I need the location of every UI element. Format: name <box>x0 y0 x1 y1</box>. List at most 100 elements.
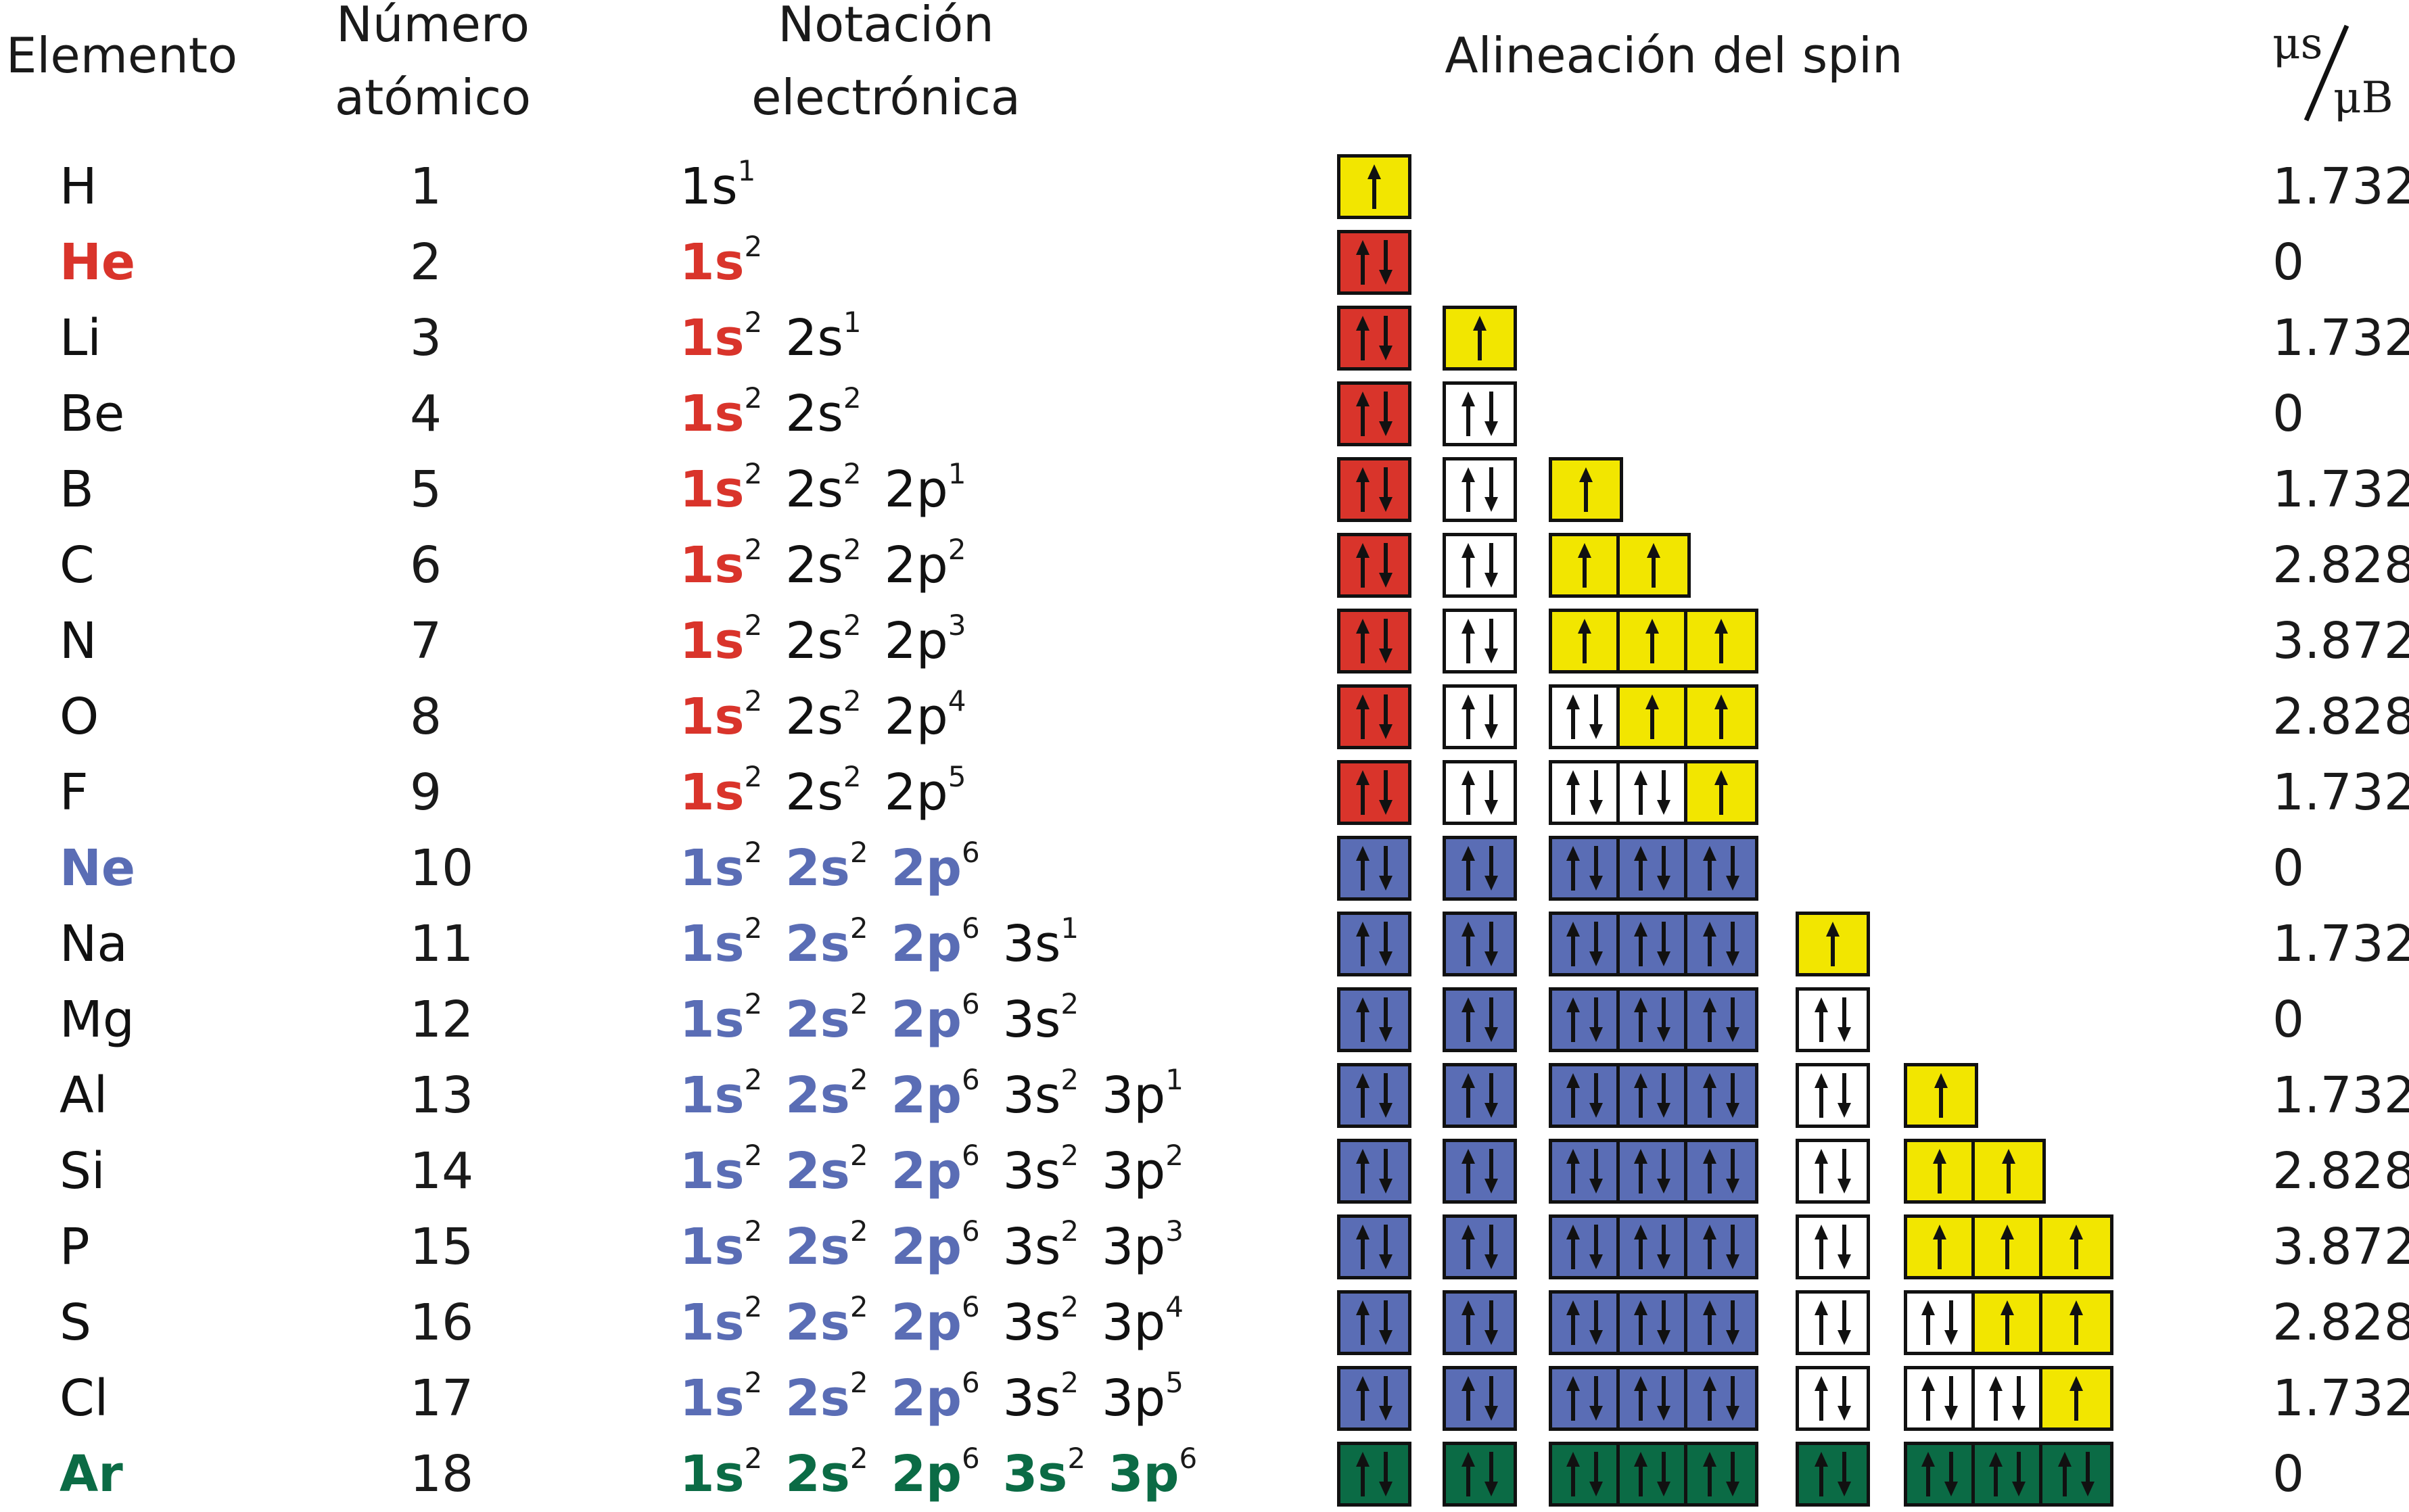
electron-count: 2 <box>744 230 763 263</box>
magnetic-moment-ratio: 1.732 <box>2272 158 2409 216</box>
orbital-box-group <box>1443 1063 1517 1128</box>
orbital-slot <box>1340 763 1408 822</box>
orbital-slot <box>1340 991 1408 1049</box>
orbital-term: 1s2 <box>680 830 762 906</box>
electron-count: 2 <box>744 1290 763 1323</box>
spin-up-arrow-icon <box>1714 770 1728 815</box>
spin-up-arrow-icon <box>1461 1149 1475 1194</box>
spin-down-arrow-icon <box>1484 1225 1498 1269</box>
element-symbol: Al <box>60 1066 108 1125</box>
magnetic-moment-ratio: 2.828 <box>2272 1142 2409 1200</box>
electron-notation: 1s2 2s2 2p6 3s2 <box>680 982 1102 1058</box>
magnetic-moment-ratio: 1.732 <box>2272 915 2409 973</box>
electron-count: 1 <box>737 154 756 187</box>
orbital-term: 1s1 <box>680 149 755 225</box>
orbital-term: 1s2 <box>680 603 762 679</box>
spin-down-arrow-icon <box>1589 694 1603 739</box>
magnetic-moment-ratio: 1.732 <box>2272 1066 2409 1125</box>
orbital-box-group <box>1443 1442 1517 1507</box>
orbital-slot <box>1446 763 1514 822</box>
orbital-label: 1s <box>680 309 745 367</box>
spin-down-arrow-icon <box>1589 1452 1603 1496</box>
spin-up-arrow-icon <box>1645 619 1659 663</box>
orbital-box-group <box>1443 1214 1517 1279</box>
orbital-box-group <box>1904 1290 2113 1355</box>
electron-count: 2 <box>1060 1214 1079 1248</box>
orbital-label: 2s <box>785 991 850 1049</box>
orbital-slot <box>1620 536 1687 594</box>
orbital-box-group <box>1549 1139 1758 1204</box>
orbital-label: 2p <box>884 612 948 670</box>
orbital-slot <box>1340 1218 1408 1276</box>
element-symbol: H <box>60 158 97 216</box>
orbital-label: 2p <box>891 1218 962 1276</box>
orbital-term: 1s2 <box>680 1209 762 1285</box>
orbital-box-group <box>1549 609 1758 674</box>
orbital-slot <box>1552 915 1620 973</box>
electron-count: 2 <box>744 1063 763 1096</box>
orbital-slot <box>1446 309 1514 367</box>
spin-up-arrow-icon <box>1356 316 1370 360</box>
spin-down-arrow-icon <box>1589 1073 1603 1118</box>
orbital-slot <box>1340 612 1408 670</box>
orbital-slot <box>1552 1294 1620 1352</box>
orbital-slot <box>1552 763 1620 822</box>
spin-down-arrow-icon <box>1726 922 1739 966</box>
orbital-term: 3s2 <box>1003 982 1079 1058</box>
electron-count: 2 <box>744 1214 763 1248</box>
atomic-number: 10 <box>410 839 474 897</box>
orbital-term: 3p6 <box>1108 1436 1197 1512</box>
orbital-label: 2p <box>884 763 948 822</box>
orbital-slot <box>1552 688 1620 746</box>
electron-count: 5 <box>1165 1366 1184 1399</box>
electron-notation: 1s2 2s2 2p4 <box>680 679 989 755</box>
ratio-numerator: μs <box>2272 19 2323 69</box>
electron-count: 2 <box>744 381 763 415</box>
orbital-box-group <box>1549 533 1691 598</box>
orbital-box-group <box>1443 306 1517 371</box>
orbital-box-group <box>1337 381 1411 446</box>
orbital-slot <box>1340 309 1408 367</box>
orbital-term: 3p2 <box>1102 1133 1184 1209</box>
atomic-number: 15 <box>410 1218 474 1276</box>
orbital-label: 2s <box>785 839 850 897</box>
spin-down-arrow-icon <box>1656 1073 1670 1118</box>
spin-up-arrow-icon <box>1633 922 1647 966</box>
electron-count: 6 <box>962 1366 980 1399</box>
orbital-term: 2s2 <box>785 755 861 830</box>
orbital-label: 1s <box>680 688 745 746</box>
orbital-term: 3s1 <box>1003 906 1079 982</box>
orbital-slot <box>1799 915 1867 973</box>
orbital-label: 3p <box>1102 1369 1166 1427</box>
orbital-slot <box>1620 1445 1687 1503</box>
spin-up-arrow-icon <box>1356 1300 1370 1345</box>
spin-up-arrow-icon <box>1461 543 1475 588</box>
orbital-slot <box>2042 1369 2110 1427</box>
element-symbol: Be <box>60 385 125 443</box>
orbital-slot <box>1975 1142 2042 1200</box>
orbital-term: 1s2 <box>680 982 762 1058</box>
orbital-slot <box>1799 1445 1867 1503</box>
element-symbol: He <box>60 233 136 291</box>
orbital-slot <box>1620 763 1687 822</box>
element-symbol: Ne <box>60 839 136 897</box>
magnetic-moment-ratio: 0 <box>2272 385 2305 443</box>
orbital-label: 1s <box>680 612 745 670</box>
orbital-slot <box>1620 1066 1687 1125</box>
orbital-slot <box>1907 1218 1975 1276</box>
atomic-number: 5 <box>410 460 442 519</box>
orbital-box-group <box>1337 457 1411 522</box>
spin-down-arrow-icon <box>1589 770 1603 815</box>
electron-count: 2 <box>744 457 763 490</box>
orbital-term: 3p3 <box>1102 1209 1184 1285</box>
orbital-slot <box>1687 688 1755 746</box>
spin-down-arrow-icon <box>1379 1225 1393 1269</box>
orbital-term: 2p6 <box>891 1133 980 1209</box>
orbital-label: 2s <box>785 1218 850 1276</box>
electron-notation: 1s2 2s2 2p6 3s2 3p2 <box>680 1133 1207 1209</box>
orbital-slot <box>2042 1218 2110 1276</box>
spin-up-arrow-icon <box>1647 543 1660 588</box>
spin-up-arrow-icon <box>1932 1225 1946 1269</box>
orbital-slot <box>1620 991 1687 1049</box>
electron-count: 2 <box>744 533 763 566</box>
